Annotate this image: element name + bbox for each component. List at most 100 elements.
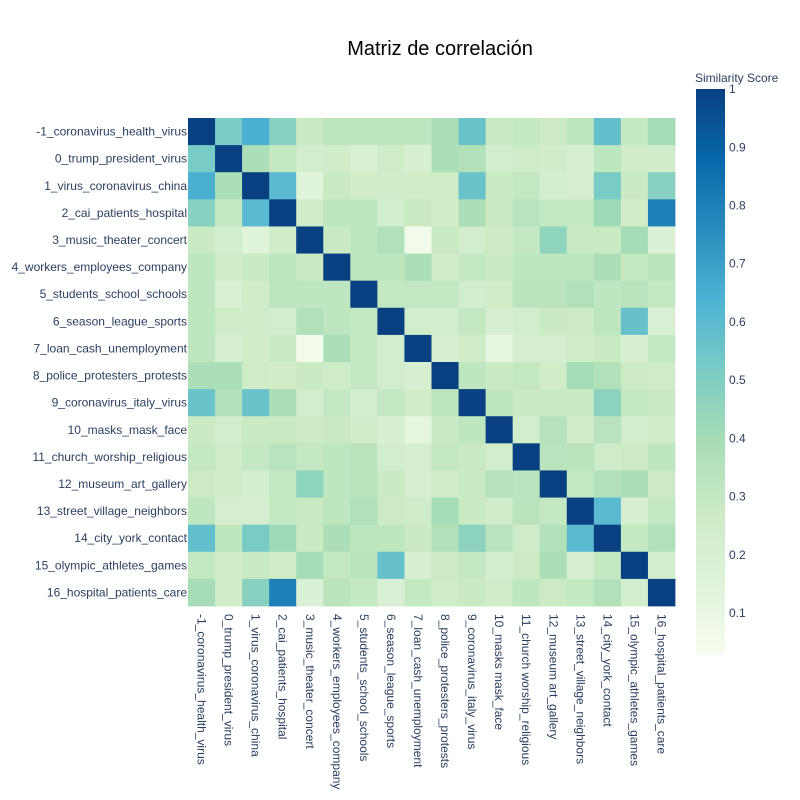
- y-tick-label: -1_coronavirus_health_virus: [36, 125, 187, 139]
- heatmap-cell: [296, 362, 324, 390]
- heatmap-cell: [377, 470, 405, 498]
- heatmap-cell: [620, 226, 649, 254]
- heatmap-cell: [512, 578, 541, 607]
- heatmap-cell: [242, 389, 270, 417]
- heatmap-cell: [377, 551, 405, 580]
- heatmap-cell: [215, 172, 243, 200]
- heatmap-cell: [377, 578, 405, 607]
- y-tick-label: 3_music_theater_concert: [52, 233, 187, 247]
- heatmap-cell: [377, 524, 405, 553]
- heatmap-cell: [566, 416, 595, 444]
- heatmap-cell: [242, 145, 270, 173]
- heatmap-cell: [188, 226, 216, 254]
- heatmap-cell: [188, 253, 216, 282]
- heatmap-cell: [269, 389, 297, 417]
- y-tick-label: 5_students_school_schools: [40, 287, 187, 301]
- heatmap-cell: [539, 470, 568, 498]
- x-tick-label: 6_season_league_sports: [384, 614, 398, 748]
- heatmap-cell: [215, 199, 243, 227]
- heatmap-cell: [323, 172, 351, 200]
- heatmap-cell: [431, 118, 459, 146]
- heatmap-cell: [296, 497, 324, 526]
- heatmap-cell: [242, 334, 270, 363]
- x-tick-label: 10_masks mask_face: [492, 614, 506, 730]
- colorbar-ticks: 0.1 0.2 0.3 0.4 0.5 0.6 0.7 0.8 0.9 1: [729, 82, 746, 620]
- heatmap-cell: [566, 443, 595, 471]
- heatmap-cell: [404, 145, 432, 173]
- chart-title: Matriz de correlación: [347, 38, 533, 60]
- heatmap-cell: [323, 389, 351, 417]
- heatmap-cell: [512, 551, 541, 580]
- heatmap-cell: [377, 199, 405, 227]
- heatmap-cell: [242, 172, 270, 200]
- y-tick-label: 8_police_protesters_protests: [33, 369, 187, 383]
- heatmap-cell: [647, 524, 676, 553]
- heatmap-cell: [404, 443, 432, 471]
- heatmap-cell: [188, 199, 216, 227]
- colorbar-gradient: [696, 89, 725, 654]
- heatmap-cell: [404, 497, 432, 526]
- heatmap-cell: [593, 416, 622, 444]
- heatmap-cell: [431, 551, 459, 580]
- heatmap-cell: [539, 253, 568, 282]
- heatmap-cell: [458, 307, 487, 336]
- x-tick-label: 9_coronavirus_italy_virus: [465, 614, 479, 749]
- heatmap-cell: [188, 524, 216, 553]
- heatmap-cell: [566, 253, 595, 282]
- heatmap-cell: [647, 253, 676, 282]
- colorbar-tick-label: 0.6: [729, 315, 746, 329]
- heatmap-cell: [323, 199, 351, 227]
- heatmap-cell: [566, 172, 595, 200]
- x-tick-label: 8_police_protesters_protests: [438, 614, 452, 768]
- heatmap-cell: [431, 389, 459, 417]
- heatmap-cell: [188, 416, 216, 444]
- heatmap-cell: [458, 226, 487, 254]
- heatmap-cell: [377, 362, 405, 390]
- heatmap-cell: [323, 334, 351, 363]
- heatmap-cell: [620, 416, 649, 444]
- x-tick-label: 16_hospital_patients_care: [654, 614, 668, 754]
- heatmap-cell: [215, 118, 243, 146]
- heatmap-cell: [404, 416, 432, 444]
- heatmap-cell: [404, 578, 432, 607]
- heatmap-cell: [539, 199, 568, 227]
- heatmap-cell: [404, 334, 432, 363]
- heatmap-cell: [539, 524, 568, 553]
- heatmap-cell: [566, 199, 595, 227]
- heatmap-cell: [566, 524, 595, 553]
- heatmap-cell: [458, 199, 487, 227]
- heatmap-cell: [188, 497, 216, 526]
- x-tick-label: 0_trump_president_virus: [222, 614, 236, 746]
- heatmap-cell: [350, 470, 378, 498]
- heatmap-cell: [215, 334, 243, 363]
- heatmap-cell: [566, 389, 595, 417]
- heatmap-cell: [458, 362, 487, 390]
- heatmap-cell: [296, 280, 324, 309]
- heatmap-cell: [350, 578, 378, 607]
- heatmap-cell: [593, 551, 622, 580]
- heatmap-cell: [512, 416, 541, 444]
- heatmap-cell: [377, 253, 405, 282]
- heatmap-cell: [566, 118, 595, 146]
- heatmap-cell: [620, 524, 649, 553]
- heatmap-cell: [323, 443, 351, 471]
- heatmap-cell: [620, 145, 649, 173]
- heatmap-cell: [377, 172, 405, 200]
- heatmap-cell: [566, 362, 595, 390]
- heatmap-cell: [539, 118, 568, 146]
- heatmap-cell: [242, 416, 270, 444]
- heatmap-cell: [323, 416, 351, 444]
- heatmap-cell: [593, 334, 622, 363]
- heatmap-cell: [215, 443, 243, 471]
- heatmap-cell: [647, 172, 676, 200]
- heatmap-cell: [350, 172, 378, 200]
- y-tick-label: 16_hospital_patients_care: [47, 585, 187, 599]
- heatmap-cell: [566, 334, 595, 363]
- heatmap-cell: [593, 253, 622, 282]
- heatmap-cell: [296, 578, 324, 607]
- heatmap-cell: [539, 389, 568, 417]
- heatmap-cell: [431, 416, 459, 444]
- heatmap-cell: [485, 362, 514, 390]
- heatmap-cell: [512, 334, 541, 363]
- heatmap-cell: [566, 470, 595, 498]
